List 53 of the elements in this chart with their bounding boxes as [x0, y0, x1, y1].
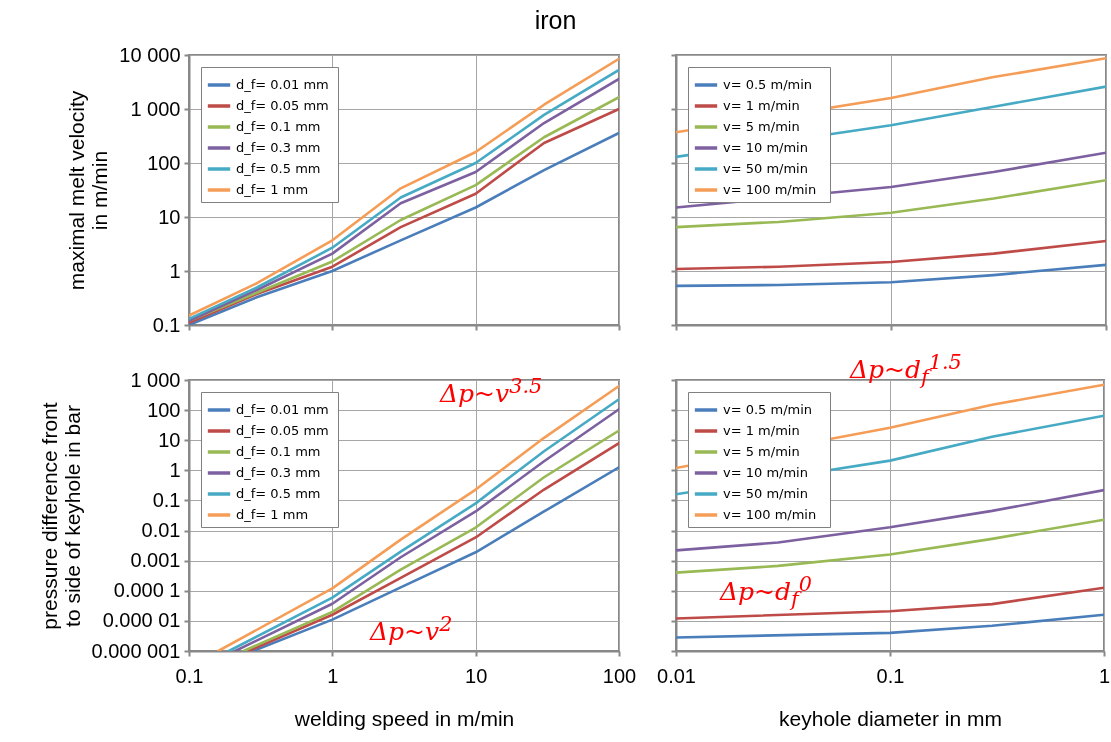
x-axis-title: welding speed in m/min [293, 706, 515, 730]
legend-label: v= 1 m/min [723, 98, 800, 113]
legend-label: d_f= 0.5 mm [236, 161, 321, 176]
legend-label: d_f= 0.5 mm [236, 486, 321, 501]
x-tick-label: 100 [602, 664, 637, 687]
x-tick-label: 10 [465, 664, 488, 687]
legend-label: d_f= 0.1 mm [236, 119, 321, 134]
legend-label: v= 5 m/min [723, 444, 800, 459]
annotation: Δp~v$^{3.5}$ [440, 374, 543, 410]
legend-label: v= 100 m/min [723, 507, 817, 522]
annotation: Δp~v$^{2}$ [370, 612, 453, 648]
x-tick-label: 1 [1098, 664, 1111, 687]
chart-title: iron [533, 6, 578, 35]
legend-label: d_f= 0.01 mm [236, 402, 329, 417]
legend-label: d_f= 1 mm [236, 507, 309, 522]
legend-label: v= 10 m/min [723, 465, 808, 480]
y-axis-title: maximal melt velocity in m/min [65, 90, 112, 291]
y-tick-label: 0.000 001 [91, 639, 181, 662]
y-tick-label: 10 000 [119, 43, 181, 66]
legend-label: v= 5 m/min [723, 119, 800, 134]
y-tick-label: 0.001 [130, 549, 181, 572]
legend-label: v= 0.5 m/min [723, 402, 813, 417]
legend-label: v= 1 m/min [723, 423, 800, 438]
legend-label: v= 50 m/min [723, 486, 808, 501]
y-tick-label: 0.000 1 [113, 579, 181, 602]
y-axis-title: pressure difference front to side of keyhole in bar [37, 402, 84, 630]
legend-label: d_f= 0.1 mm [236, 444, 321, 459]
legend-label: v= 0.5 m/min [723, 77, 813, 92]
legend-label: v= 10 m/min [723, 140, 808, 155]
y-tick-label: 100 [147, 151, 181, 174]
y-tick-label: 10 [158, 205, 181, 228]
legend-label: d_f= 0.3 mm [236, 140, 321, 155]
y-tick-label: 0.1 [152, 488, 181, 511]
y-tick-label: 1 000 [130, 97, 181, 120]
y-tick-label: 1 000 [130, 368, 181, 391]
legend-label: d_f= 0.3 mm [236, 465, 321, 480]
y-tick-label: 0.000 01 [102, 609, 181, 632]
legend-label: d_f= 0.01 mm [236, 77, 329, 92]
y-tick-label: 0.1 [152, 313, 181, 336]
x-tick-label: 0.1 [876, 664, 905, 687]
x-axis-title: keyhole diameter in mm [779, 706, 1002, 730]
y-tick-label: 1 [169, 458, 181, 481]
legend-label: v= 100 m/min [723, 182, 817, 197]
x-tick-label: 0.01 [657, 664, 696, 687]
y-tick-label: 10 [158, 428, 181, 451]
x-tick-label: 1 [327, 664, 339, 687]
legend-label: d_f= 0.05 mm [236, 98, 329, 113]
legend-label: d_f= 1 mm [236, 182, 309, 197]
legend-label: d_f= 0.05 mm [236, 423, 329, 438]
y-tick-label: 100 [147, 398, 181, 421]
legend-label: v= 50 m/min [723, 161, 808, 176]
y-tick-label: 1 [169, 259, 181, 282]
y-tick-label: 0.01 [141, 519, 181, 542]
